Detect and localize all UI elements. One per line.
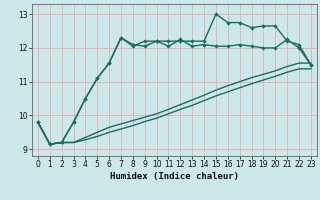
- X-axis label: Humidex (Indice chaleur): Humidex (Indice chaleur): [110, 172, 239, 181]
